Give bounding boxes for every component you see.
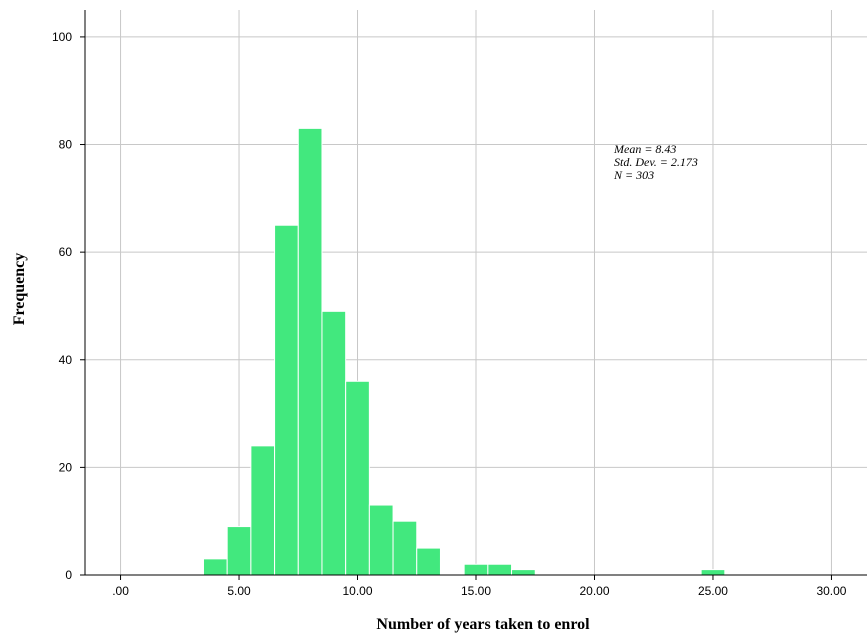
y-tick-label: 0 <box>65 568 72 582</box>
histogram-bar <box>700 569 726 576</box>
x-tick-label: 20.00 <box>579 584 609 598</box>
histogram-bar <box>250 445 276 576</box>
x-axis-label: Number of years taken to enrol <box>376 616 590 633</box>
y-tick-label: 100 <box>52 30 72 44</box>
histogram-bar <box>226 526 252 576</box>
stats-annotation: Mean = 8.43 Std. Dev. = 2.173 N = 303 <box>613 142 698 182</box>
histogram-bar <box>345 380 370 576</box>
histogram-bar <box>416 547 441 576</box>
histogram-bars <box>202 127 726 576</box>
grid-lines <box>85 10 867 575</box>
y-tick-label: 60 <box>59 245 73 259</box>
histogram-bar <box>487 563 513 576</box>
x-tick-label: .00 <box>112 584 129 598</box>
histogram-bar <box>511 569 536 576</box>
y-axis-ticks: 0 20 40 60 80 100 <box>52 30 85 582</box>
histogram-bar <box>274 224 299 576</box>
x-tick-label: 25.00 <box>698 584 728 598</box>
y-tick-label: 80 <box>59 138 73 152</box>
y-tick-label: 40 <box>59 353 73 367</box>
x-tick-label: 5.00 <box>227 584 251 598</box>
histogram-bar <box>321 310 347 576</box>
x-axis-ticks: .00 5.00 10.00 15.00 20.00 25.00 30.00 <box>112 575 847 598</box>
std-dev-annotation: Std. Dev. = 2.173 <box>614 155 698 169</box>
histogram-bar <box>297 127 323 576</box>
x-tick-label: 15.00 <box>461 584 491 598</box>
y-tick-label: 20 <box>59 460 73 474</box>
histogram-bar <box>463 563 489 576</box>
x-tick-label: 10.00 <box>342 584 372 598</box>
y-axis-label: Frequency <box>11 253 28 326</box>
histogram-bar <box>392 520 418 576</box>
histogram-bar <box>202 558 228 576</box>
x-tick-label: 30.00 <box>816 584 846 598</box>
histogram-bar <box>368 504 394 576</box>
mean-annotation: Mean = 8.43 <box>613 142 676 156</box>
n-annotation: N = 303 <box>613 168 654 182</box>
